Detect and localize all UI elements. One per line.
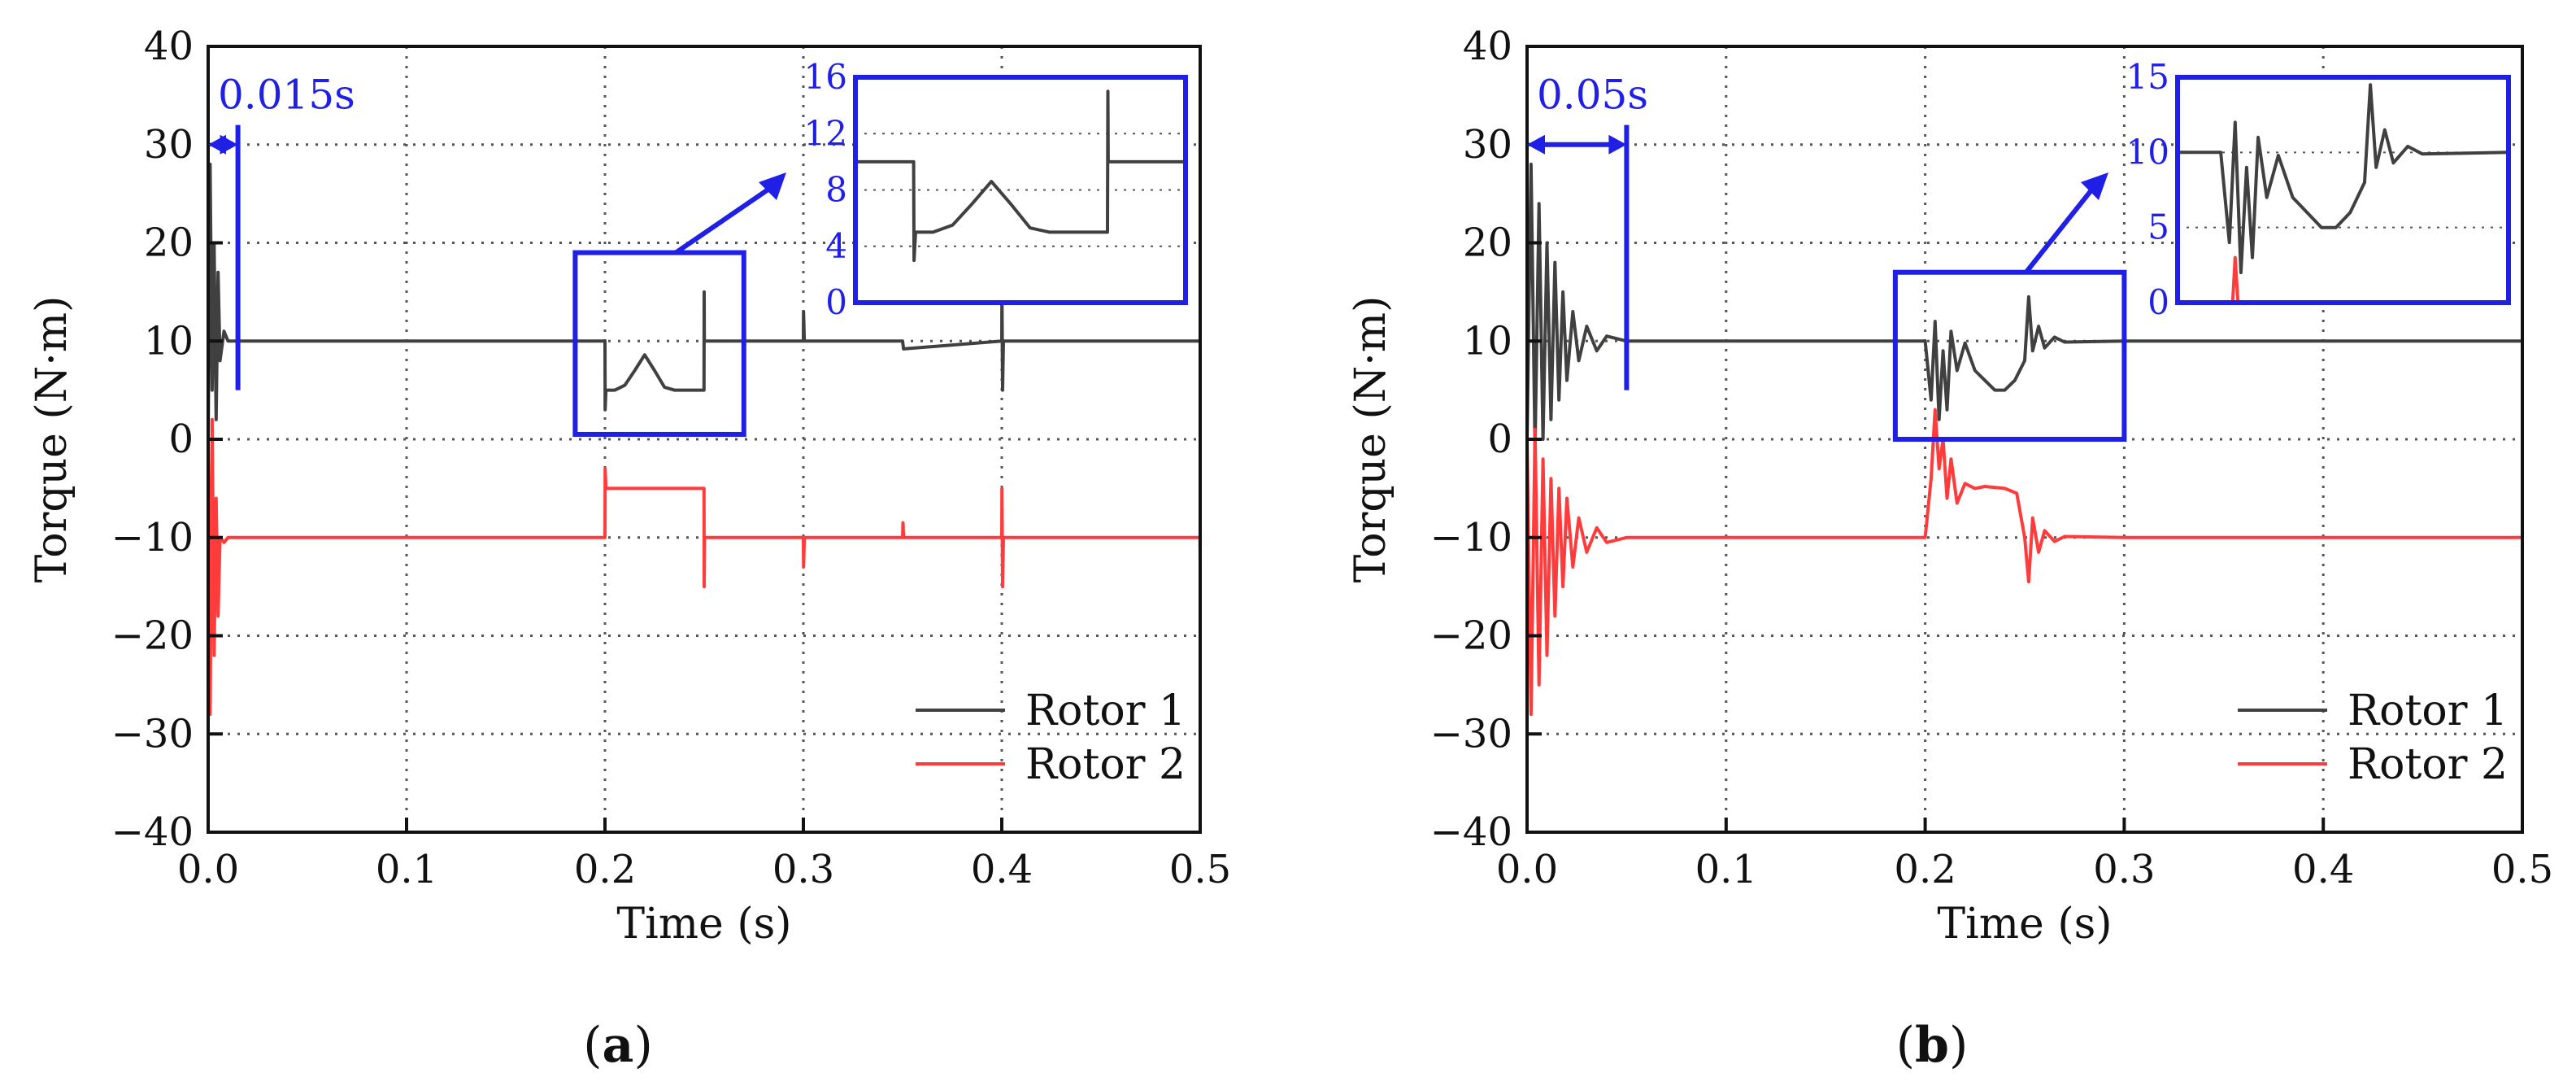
chart-panel-a: 0.0 0.1 0.2 0.3 0.4 0.5−40−30−20−10010203040T… xyxy=(28,24,2078,1074)
y-tick-label: 0 xyxy=(1487,417,1512,462)
inset-y-tick-label: 10 xyxy=(2126,132,2169,172)
inset-y-tick-label: 5 xyxy=(2147,207,2169,247)
legend-label-rotor-2: Rotor 2 xyxy=(1025,740,1186,789)
inset-background xyxy=(855,77,1186,303)
inset-chart: 0 4 8 12 16 xyxy=(137,57,2078,696)
inset-series-line-rotor-1 xyxy=(2178,83,2509,275)
x-tick-label: 0.2 xyxy=(1894,847,1956,892)
zoom-box xyxy=(1892,269,2127,442)
zoom-box xyxy=(572,250,746,437)
y-tick-label: 10 xyxy=(1463,318,1512,364)
x-tick-label: 0.3 xyxy=(772,847,834,892)
y-tick-label: −30 xyxy=(111,711,194,757)
x-tick-label: 0.4 xyxy=(971,847,1033,892)
legend-label-rotor-1: Rotor 1 xyxy=(1025,687,1186,735)
inset-series-line-rotor-2 xyxy=(137,274,2078,696)
series-line-rotor-1 xyxy=(207,162,1200,440)
zoom-arrow-line xyxy=(2024,185,2096,274)
inset-frame xyxy=(2175,75,2511,305)
inset-y-tick-label: 15 xyxy=(2126,57,2169,97)
annotation-arrowhead-right xyxy=(1608,134,1627,155)
inset-frame xyxy=(853,75,1188,305)
y-tick-label: −20 xyxy=(111,613,194,659)
x-tick-label: 0.2 xyxy=(574,847,636,892)
y-tick-label: −10 xyxy=(1430,515,1512,560)
series-line-rotor-2 xyxy=(207,417,1202,717)
zoom-arrow-line xyxy=(674,185,773,255)
x-tick-label: 0.5 xyxy=(1169,847,1231,892)
annotation-label: 0.015s xyxy=(218,72,355,119)
annotation-arrowhead-left xyxy=(1527,134,1545,155)
y-tick-label: 40 xyxy=(1463,24,1512,69)
x-tick-label: 0.4 xyxy=(2292,847,2354,892)
legend-label-rotor-1: Rotor 1 xyxy=(2348,687,2508,735)
x-tick-label: 0.0 xyxy=(177,847,239,892)
inset-y-tick-label: 4 xyxy=(825,226,847,266)
inset-series-line-rotor-2 xyxy=(2230,255,2248,303)
annotation-label: 0.05s xyxy=(1537,72,1648,119)
inset-y-tick-label: 0 xyxy=(2147,282,2169,322)
y-tick-label: −10 xyxy=(111,515,194,560)
series-line-rotor-2 xyxy=(1525,408,2522,717)
series-line-rotor-1 xyxy=(1525,162,2522,451)
inset-y-tick-label: 0 xyxy=(825,282,847,322)
panel-label: (a) xyxy=(583,1017,653,1074)
y-tick-label: 20 xyxy=(1463,220,1512,266)
y-axis-label: Torque (N·m) xyxy=(1347,296,1395,583)
x-tick-label: 0.1 xyxy=(1695,847,1757,892)
y-axis-label: Torque (N·m) xyxy=(28,296,76,583)
x-tick-label: 0.1 xyxy=(376,847,437,892)
x-tick-label: 0.3 xyxy=(2093,847,2155,892)
y-tick-label: −40 xyxy=(1430,809,1512,855)
inset-background xyxy=(2178,77,2509,303)
y-tick-label: 20 xyxy=(144,220,194,266)
y-tick-label: 10 xyxy=(144,318,194,364)
x-axis-label: Time (s) xyxy=(616,900,791,949)
chart-panel-b: 0.0 0.1 0.2 0.3 0.4 0.5 −40 −30 −20 −10 0 10 20 30 40 T… xyxy=(1347,24,2553,1074)
inset-y-tick-label: 12 xyxy=(804,113,847,153)
legend-label-rotor-2: Rotor 2 xyxy=(2348,740,2508,789)
y-tick-label: −40 xyxy=(111,809,194,855)
y-tick-label: 30 xyxy=(144,122,194,168)
zoom-arrowhead xyxy=(759,172,786,200)
y-tick-label: −20 xyxy=(1430,613,1512,659)
zoom-arrowhead xyxy=(2081,172,2108,200)
y-tick-label: −30 xyxy=(1430,711,1512,757)
y-tick-label: 0 xyxy=(168,417,194,462)
y-tick-label: 40 xyxy=(144,24,194,69)
x-tick-label: 0.5 xyxy=(2491,847,2553,892)
x-axis-label: Time (s) xyxy=(1937,900,2112,949)
inset-chart: 0 5 10 15 xyxy=(2126,57,2511,322)
annotation-arrowhead-right xyxy=(220,134,238,155)
panel-label: (b) xyxy=(1896,1017,1969,1074)
x-tick-label: 0.0 xyxy=(1496,847,1558,892)
inset-y-tick-label: 16 xyxy=(804,57,847,97)
y-tick-label: 30 xyxy=(1463,122,1512,168)
inset-y-tick-label: 8 xyxy=(825,170,847,210)
inset-series-line-rotor-1 xyxy=(855,89,1186,263)
